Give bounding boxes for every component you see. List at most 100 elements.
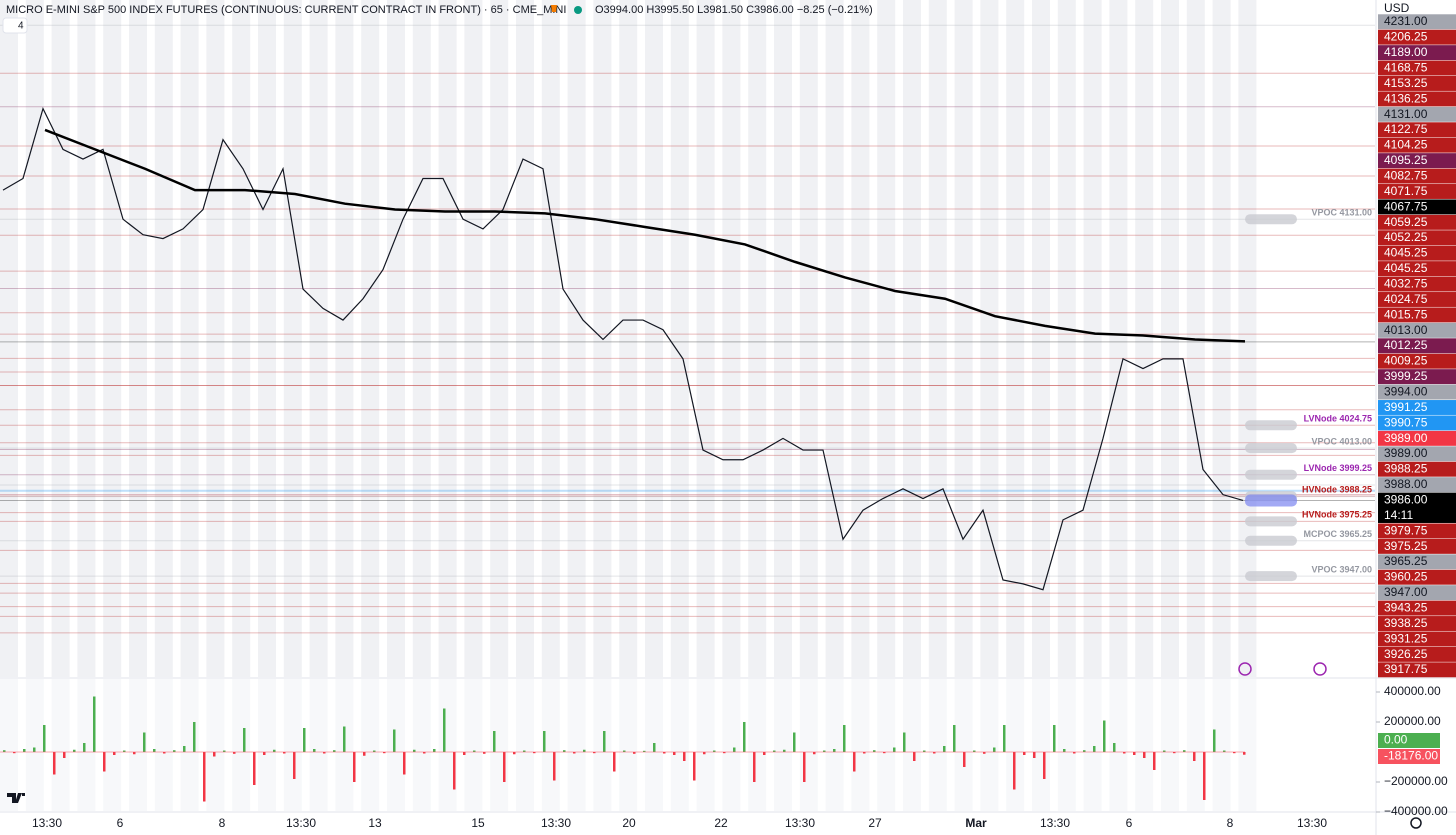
delta-bar [823, 750, 826, 752]
delta-bar [733, 747, 736, 752]
session-band [438, 0, 457, 677]
time-label: 13:30 [1040, 816, 1070, 830]
delta-bar [883, 752, 886, 754]
event-icon[interactable] [1238, 662, 1252, 676]
price-label: 3947.00 [1384, 585, 1428, 599]
delta-bar [943, 746, 946, 752]
delta-bar [253, 752, 256, 785]
session-band [825, 679, 844, 811]
delta-bar [563, 750, 566, 752]
session-band [1083, 679, 1102, 811]
delta-bar [503, 752, 506, 782]
volume-tick-label: 400000.00 [1384, 684, 1441, 698]
delta-bar [713, 750, 716, 752]
session-band [825, 0, 844, 677]
session-band [361, 0, 380, 677]
delta-bar [213, 752, 216, 757]
session-background [0, 0, 1257, 811]
delta-bar [313, 749, 316, 752]
delta-bar [223, 750, 226, 752]
ohlc: O3994.00 H3995.50 L3981.50 C3986.00 −8.2… [595, 4, 873, 16]
price-label-box [1378, 214, 1456, 230]
price-label-box [1378, 292, 1456, 307]
price-label: 3988.00 [1384, 477, 1428, 491]
delta-bar [703, 752, 706, 755]
event-icon[interactable] [1313, 662, 1327, 676]
delta-bar [1063, 749, 1066, 752]
node-label: HVNode 3988.25 [1302, 484, 1372, 494]
price-label: 4052.25 [1384, 230, 1428, 244]
price-label: 3989.00 [1384, 431, 1428, 445]
price-label-box [1378, 14, 1456, 30]
delta-bar [423, 752, 426, 754]
price-label: 4136.25 [1384, 91, 1428, 105]
delta-bar [343, 726, 346, 752]
delta-bar [953, 725, 956, 752]
session-band [438, 679, 457, 811]
delta-bar [243, 728, 246, 752]
delta-bar [513, 752, 516, 755]
price-label: 4082.75 [1384, 168, 1428, 182]
value-badge [1378, 749, 1440, 764]
session-band [206, 0, 225, 677]
delta-bar [263, 752, 266, 755]
session-band [387, 679, 405, 811]
session-band [567, 679, 586, 811]
price-label: 3917.75 [1384, 662, 1428, 676]
delta-bar [963, 752, 966, 767]
session-band [748, 0, 767, 677]
delta-bar [803, 752, 806, 782]
node-label: MCPOC 3965.25 [1303, 529, 1372, 539]
session-band [309, 0, 328, 677]
delta-bar [923, 750, 926, 752]
delta-bar [593, 752, 596, 754]
delta-bar [613, 752, 616, 772]
delta-bar [663, 752, 666, 754]
price-label-box [1378, 60, 1456, 76]
delta-bar [363, 752, 366, 756]
price-label: 4206.25 [1384, 30, 1428, 44]
price-label-box [1378, 569, 1456, 585]
gear-icon[interactable] [1410, 817, 1422, 829]
delta-bar [23, 749, 26, 752]
delta-bar [13, 752, 16, 754]
time-label: 6 [1126, 816, 1133, 830]
node-pill [1245, 571, 1297, 582]
price-label: 4131.00 [1384, 107, 1428, 121]
session-band [1212, 0, 1231, 677]
price-label: 3986.00 [1384, 493, 1428, 507]
status-dot [574, 6, 582, 14]
delta-bar [633, 752, 636, 754]
delta-bar [1053, 725, 1056, 752]
delta-bar [1123, 752, 1126, 754]
session-band [1032, 679, 1050, 811]
price-label: 4168.75 [1384, 60, 1428, 74]
time-label: 13:30 [785, 816, 815, 830]
delta-bar [653, 743, 656, 752]
indicator-toggle[interactable] [2, 17, 28, 34]
session-band [928, 679, 947, 811]
price-label-box [1378, 430, 1456, 446]
delta-bar [283, 752, 286, 754]
delta-bar [1153, 752, 1156, 770]
delta-bar [1173, 752, 1176, 754]
node-pill [1245, 214, 1297, 225]
node-pill [1245, 420, 1297, 431]
price-label-box [1378, 245, 1456, 261]
price-label: 4013.00 [1384, 323, 1428, 337]
node-pill [1245, 516, 1297, 527]
delta-bar [273, 749, 276, 752]
node-label: VPOC 4013.00 [1311, 436, 1372, 446]
volume-tick-label: −400000.00 [1384, 804, 1448, 818]
session-band [1186, 679, 1205, 811]
price-label: 3994.00 [1384, 384, 1428, 398]
time-label: 15 [471, 816, 485, 830]
price-label-box [1378, 153, 1456, 169]
delta-bar [753, 752, 756, 782]
delta-bar [43, 725, 46, 752]
session-band [1238, 0, 1257, 677]
delta-bar [63, 752, 66, 758]
price-label-box [1378, 276, 1456, 292]
